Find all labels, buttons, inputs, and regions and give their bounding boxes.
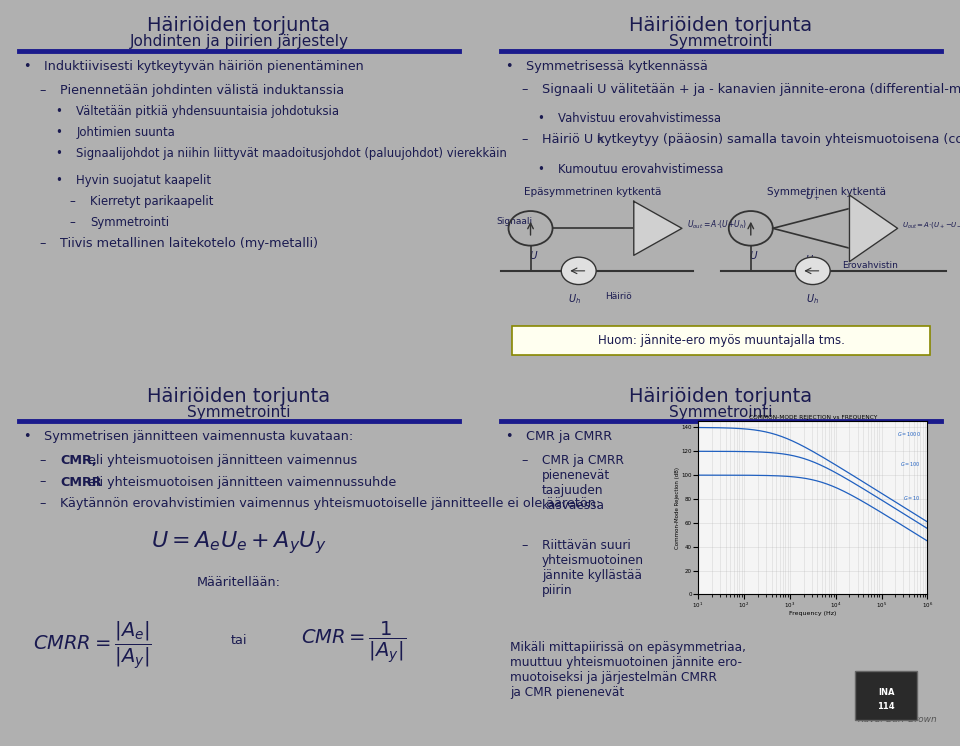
Text: Johtimien suunta: Johtimien suunta xyxy=(76,126,175,139)
Polygon shape xyxy=(634,201,682,255)
Text: •: • xyxy=(56,126,62,139)
Text: Signaalijohdot ja niihin liittyvät maadoitusjohdot (paluujohdot) vierekkäin: Signaalijohdot ja niihin liittyvät maado… xyxy=(76,147,507,160)
FancyBboxPatch shape xyxy=(855,671,917,719)
Text: INA: INA xyxy=(877,688,895,697)
Text: Symmetrisessä kytkennässä: Symmetrisessä kytkennässä xyxy=(526,60,708,72)
Text: –: – xyxy=(69,216,75,229)
Text: •: • xyxy=(56,147,62,160)
Text: Vahvistuu erovahvistimessa: Vahvistuu erovahvistimessa xyxy=(558,112,721,125)
Text: U: U xyxy=(529,251,537,261)
Text: U: U xyxy=(749,251,756,261)
Text: Häiriöiden torjunta: Häiriöiden torjunta xyxy=(630,387,812,407)
Text: eli yhteismuotoisen jännitteen vaimennus: eli yhteismuotoisen jännitteen vaimennus xyxy=(84,454,357,467)
Text: •: • xyxy=(505,60,513,72)
Text: Erovahvistin: Erovahvistin xyxy=(842,261,898,270)
FancyBboxPatch shape xyxy=(513,326,929,355)
Text: Häiriö: Häiriö xyxy=(606,292,632,301)
Polygon shape xyxy=(850,195,898,262)
Text: $G = 10$: $G = 10$ xyxy=(902,494,921,502)
Text: CMR ja CMRR: CMR ja CMRR xyxy=(526,430,612,443)
X-axis label: Frequency (Hz): Frequency (Hz) xyxy=(789,612,836,616)
Text: Kumoutuu erovahvistimessa: Kumoutuu erovahvistimessa xyxy=(558,163,724,177)
Text: Johdinten ja piirien järjestely: Johdinten ja piirien järjestely xyxy=(130,34,348,49)
Text: –: – xyxy=(521,539,528,551)
Circle shape xyxy=(795,257,830,284)
Text: •: • xyxy=(56,105,62,118)
Text: Mikäli mittapiirissä on epäsymmetriaa,
muuttuu yhteismuotoinen jännite ero-
muot: Mikäli mittapiirissä on epäsymmetriaa, m… xyxy=(510,642,746,699)
Text: Induktiivisesti kytkeytyvän häiriön pienentäminen: Induktiivisesti kytkeytyvän häiriön pien… xyxy=(44,60,364,72)
Text: Signaali U välitetään + ja - kanavien jännite-erona (differential-mode): Signaali U välitetään + ja - kanavien jä… xyxy=(542,83,960,96)
Text: Määritellään:: Määritellään: xyxy=(197,577,281,589)
Text: –: – xyxy=(39,497,46,510)
Text: Häiriöiden torjunta: Häiriöiden torjunta xyxy=(148,387,330,407)
Text: Hyvin suojatut kaapelit: Hyvin suojatut kaapelit xyxy=(76,174,211,187)
Text: tai: tai xyxy=(230,634,248,647)
Text: –: – xyxy=(39,236,46,250)
Text: –: – xyxy=(858,245,864,255)
Text: $U = A_e U_e + A_y U_y$: $U = A_e U_e + A_y U_y$ xyxy=(152,530,326,557)
Y-axis label: Common-Mode Rejection (dB): Common-Mode Rejection (dB) xyxy=(675,467,680,549)
Text: Symmetrointi: Symmetrointi xyxy=(187,405,291,420)
Title: COMMON-MODE REJECTION vs FREQUENCY: COMMON-MODE REJECTION vs FREQUENCY xyxy=(749,415,876,420)
Text: CMR ja CMRR
pienenevät
taajuuden
kasvaessa: CMR ja CMRR pienenevät taajuuden kasvaes… xyxy=(542,454,624,512)
Text: $U_h$: $U_h$ xyxy=(567,292,581,306)
Text: –: – xyxy=(39,84,46,97)
Text: Epäsymmetrinen kytkentä: Epäsymmetrinen kytkentä xyxy=(524,187,661,197)
Text: 114: 114 xyxy=(877,702,895,712)
Text: Häiriöiden torjunta: Häiriöiden torjunta xyxy=(630,16,812,36)
Text: Symmetrointi: Symmetrointi xyxy=(669,34,773,49)
Text: $CMRR = \dfrac{|A_e|}{|A_y|}$: $CMRR = \dfrac{|A_e|}{|A_y|}$ xyxy=(33,620,152,671)
Text: $U_+$: $U_+$ xyxy=(805,189,821,203)
Text: •: • xyxy=(538,163,544,177)
Text: –: – xyxy=(521,83,528,96)
Text: Symmetrointi: Symmetrointi xyxy=(90,216,169,229)
Text: Symmetrinen kytkentä: Symmetrinen kytkentä xyxy=(767,187,886,197)
Circle shape xyxy=(562,257,596,284)
Text: eli yhteismuotoisen jännitteen vaimennussuhde: eli yhteismuotoisen jännitteen vaimennus… xyxy=(84,475,396,489)
Text: CMR,: CMR, xyxy=(60,454,97,467)
Text: $U_h$: $U_h$ xyxy=(806,292,819,306)
Text: Vältetään pitkiä yhdensuuntaisia johdotuksia: Vältetään pitkiä yhdensuuntaisia johdotu… xyxy=(76,105,339,118)
Text: Tiivis metallinen laitekotelo (my-metalli): Tiivis metallinen laitekotelo (my-metall… xyxy=(60,236,318,250)
Text: $U_{out}{=}A{\cdot}(U{+}U_h)$: $U_{out}{=}A{\cdot}(U{+}U_h)$ xyxy=(686,219,747,231)
Text: Häiriöiden torjunta: Häiriöiden torjunta xyxy=(148,16,330,36)
Text: –: – xyxy=(69,195,75,208)
Text: +: + xyxy=(857,201,865,212)
Text: •: • xyxy=(56,174,62,187)
Text: Kierretyt parikaapelit: Kierretyt parikaapelit xyxy=(90,195,213,208)
Text: •: • xyxy=(23,60,31,72)
Text: $U_-$: $U_-$ xyxy=(805,254,821,264)
Text: $G = 100$: $G = 100$ xyxy=(900,460,921,468)
Text: Symmetrointi: Symmetrointi xyxy=(669,405,773,420)
Text: Signaali: Signaali xyxy=(496,216,532,225)
Text: –: – xyxy=(39,454,46,467)
Text: •: • xyxy=(505,430,513,443)
Text: Häiriö U kytkeytyy (pääosin) samalla tavoin yhteismuotoisena (common-mode) molem: Häiriö U kytkeytyy (pääosin) samalla tav… xyxy=(542,133,960,146)
Text: Symmetrisen jännitteen vaimennusta kuvataan:: Symmetrisen jännitteen vaimennusta kuvat… xyxy=(44,430,353,443)
Text: Kuva: Burr-Brown: Kuva: Burr-Brown xyxy=(858,715,937,724)
Text: CMRR: CMRR xyxy=(60,475,102,489)
Text: $CMR = \dfrac{1}{|A_y|}$: $CMR = \dfrac{1}{|A_y|}$ xyxy=(301,620,406,665)
Text: –: – xyxy=(521,454,528,467)
Text: Huom: jännite-ero myös muuntajalla tms.: Huom: jännite-ero myös muuntajalla tms. xyxy=(597,334,845,347)
Text: $G = 1000$: $G = 1000$ xyxy=(897,430,921,438)
Text: •: • xyxy=(23,430,31,443)
Text: h: h xyxy=(596,134,602,145)
Text: $U_{out}{=}A{\cdot}(U_+{-}U_-)$: $U_{out}{=}A{\cdot}(U_+{-}U_-)$ xyxy=(902,220,960,230)
Text: –: – xyxy=(521,133,528,146)
Text: •: • xyxy=(538,112,544,125)
Text: Käytännön erovahvistimien vaimennus yhteismuotoiselle jännitteelle ei ole ääretö: Käytännön erovahvistimien vaimennus yhte… xyxy=(60,497,600,510)
Text: Riittävän suuri
yhteismuotoinen
jännite kyllästää
piirin: Riittävän suuri yhteismuotoinen jännite … xyxy=(542,539,644,597)
Text: Pienennetään johdinten välistä induktanssia: Pienennetään johdinten välistä induktans… xyxy=(60,84,345,97)
Text: –: – xyxy=(39,475,46,489)
